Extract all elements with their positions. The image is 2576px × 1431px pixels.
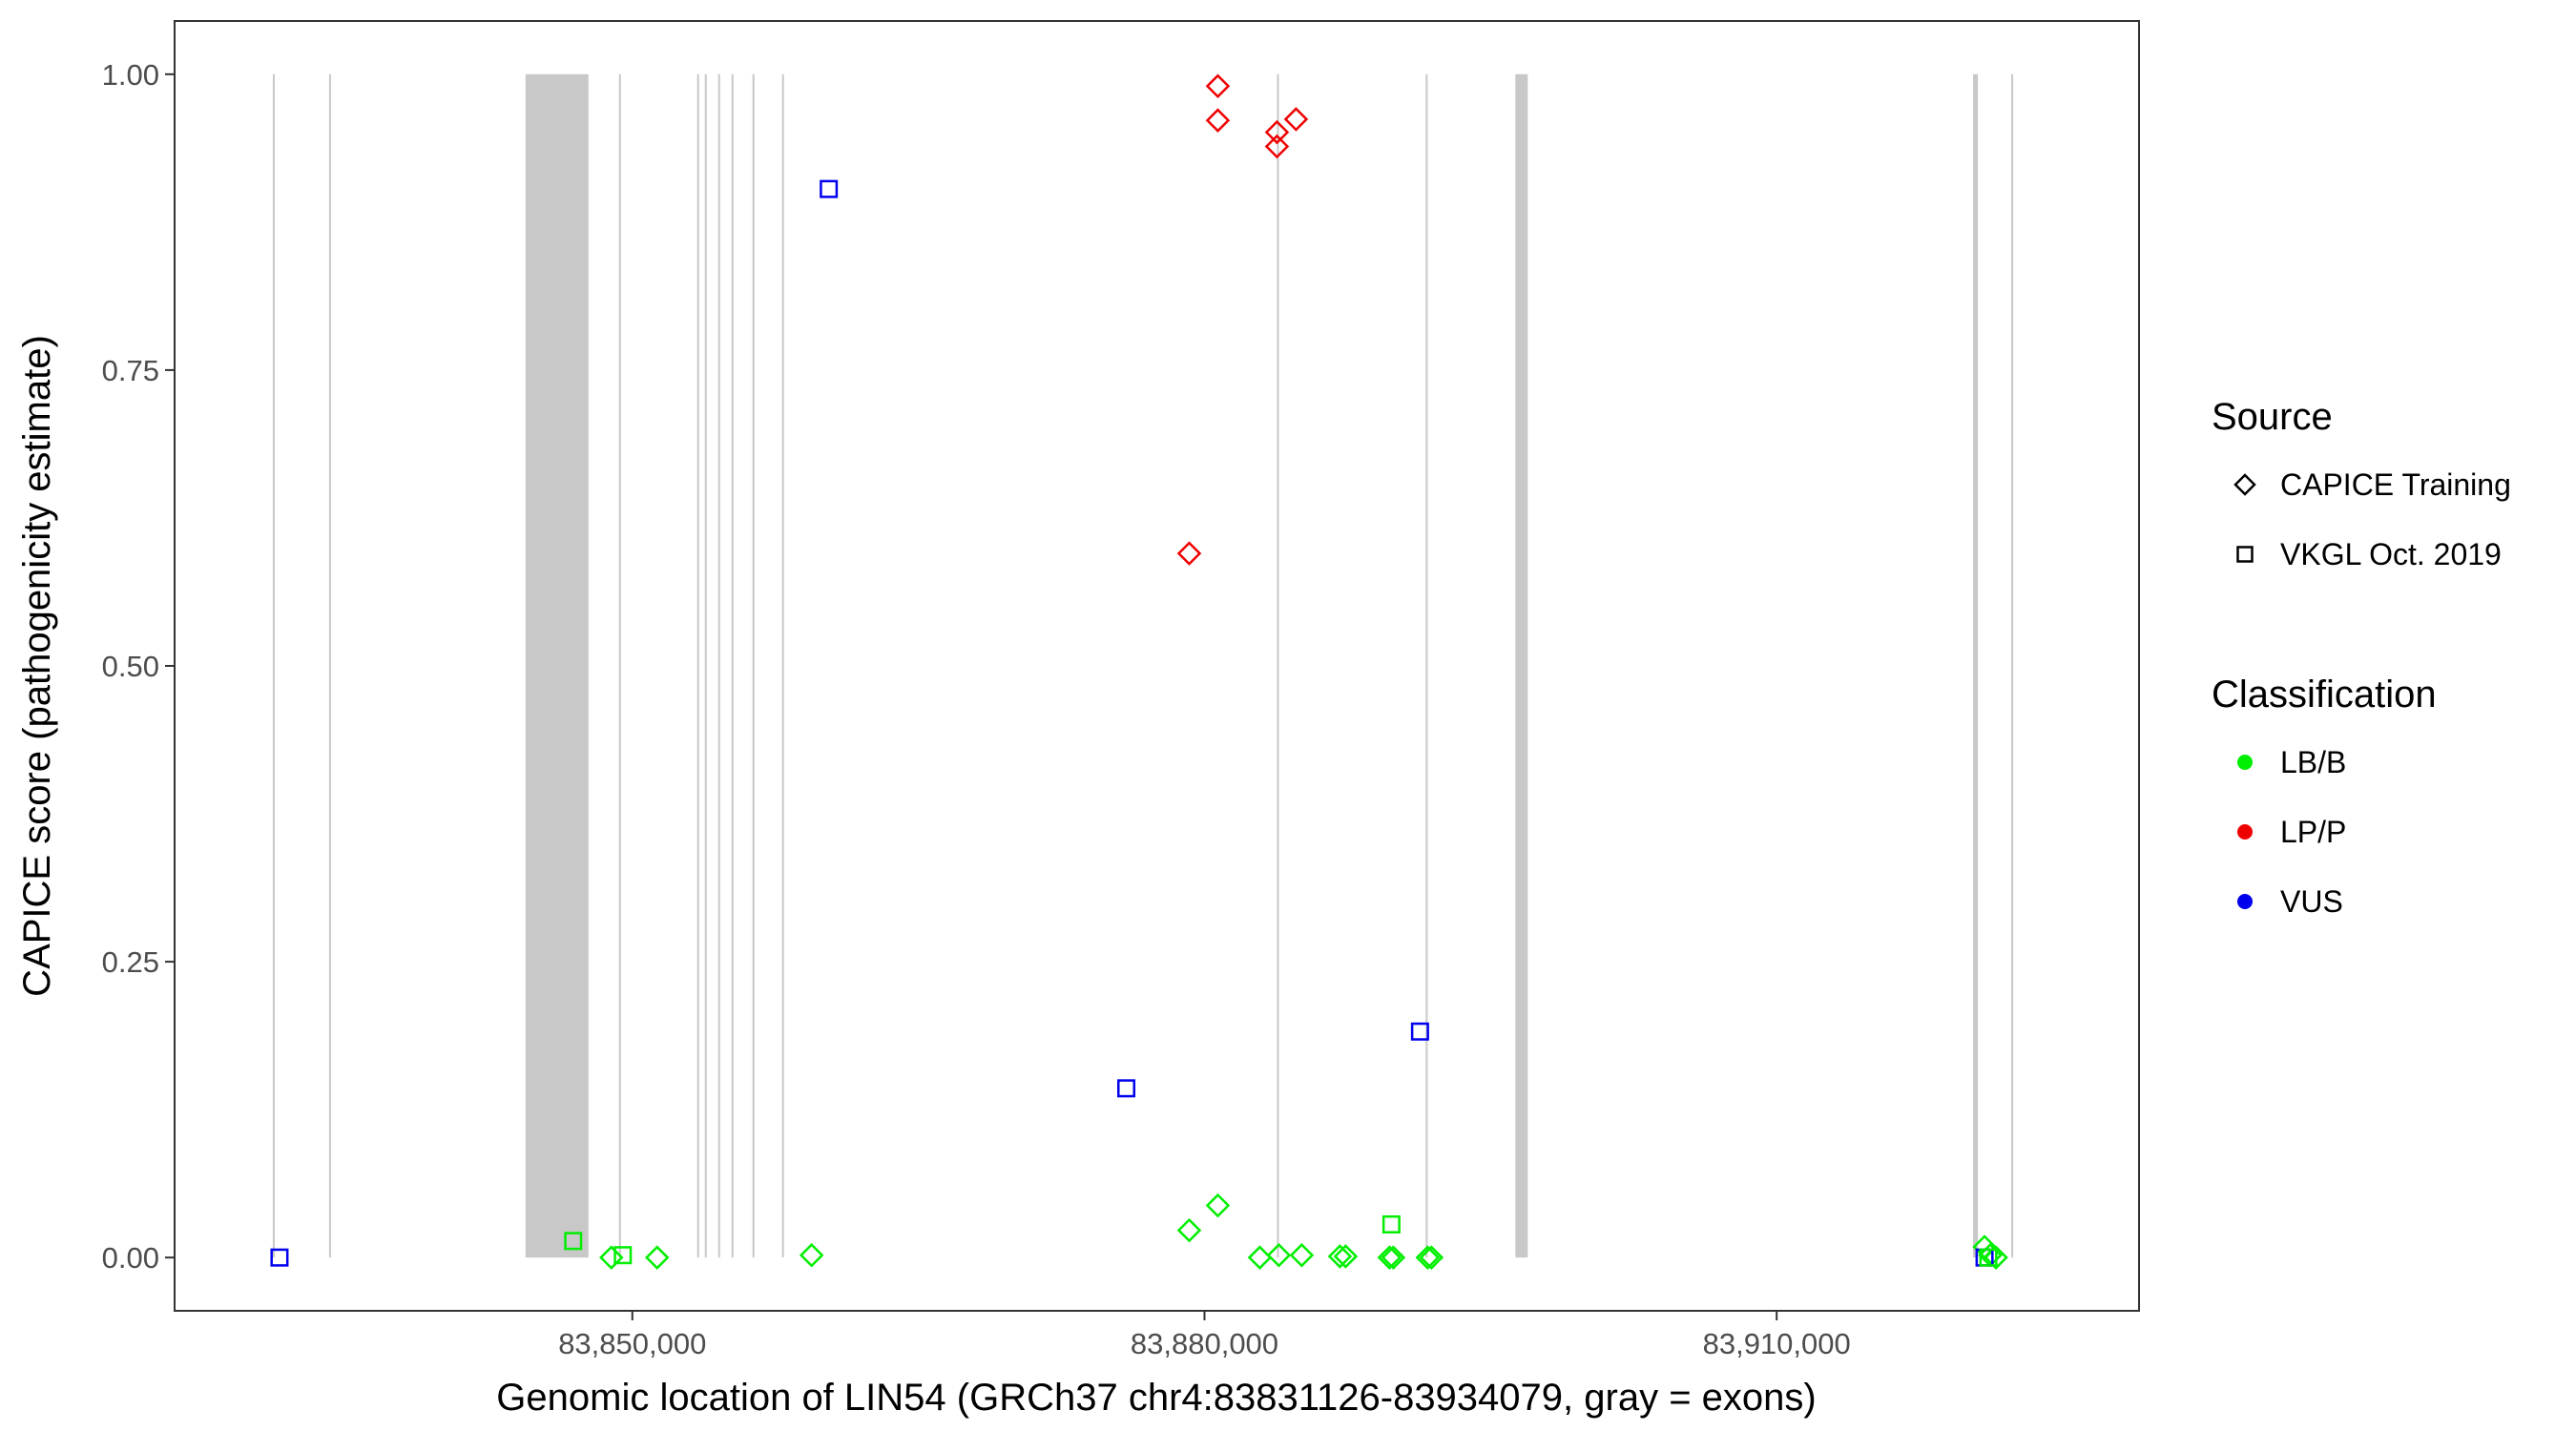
y-tick-label: 0.25 (102, 945, 159, 979)
diamond-point (1283, 107, 1309, 132)
exon-band (328, 73, 331, 1258)
exon-band (696, 73, 699, 1258)
x-axis: 83,850,000 83,880,000 83,910,000 (558, 1311, 1851, 1360)
legend-color-swatch (2237, 755, 2253, 770)
legend-label: CAPICE Training (2280, 467, 2511, 502)
diamond-point (1176, 541, 1202, 566)
diamond-point (1205, 73, 1231, 98)
diamond-point (1333, 1244, 1359, 1269)
diamond-point (1377, 1245, 1402, 1270)
legend-color-swatch (2237, 824, 2253, 840)
diamond-point (1327, 1244, 1353, 1269)
exon-band (1515, 73, 1528, 1258)
y-tick-label: 0.00 (102, 1241, 159, 1275)
exon-band (781, 73, 784, 1258)
y-axis-label: CAPICE score (pathogenicity estimate) (16, 335, 58, 997)
legend: Source CAPICE Training VKGL Oct. 2019 Class… (2212, 396, 2511, 919)
x-tick-label: 83,850,000 (558, 1327, 706, 1360)
legend-label: VKGL Oct. 2019 (2280, 537, 2502, 571)
x-tick-label: 83,910,000 (1703, 1327, 1851, 1360)
square-point (1381, 1214, 1401, 1234)
legend-title-classification: Classification (2212, 674, 2437, 716)
legend-label: LP/P (2280, 815, 2346, 849)
x-tick-label: 83,880,000 (1131, 1327, 1278, 1360)
diamond-point (1984, 1245, 2008, 1270)
exon-band (1425, 73, 1428, 1258)
exon-band (704, 73, 707, 1258)
diamond-point (1205, 108, 1231, 133)
diamond-point (644, 1245, 670, 1270)
diamond-point (1247, 1245, 1273, 1270)
legend-label: VUS (2280, 884, 2343, 919)
exon-band (731, 73, 734, 1258)
square-point (1117, 1079, 1136, 1098)
square-point (564, 1232, 583, 1251)
diamond-point (1415, 1245, 1441, 1270)
square-point (820, 179, 839, 198)
x-axis-label: Genomic location of LIN54 (GRCh37 chr4:8… (496, 1377, 1816, 1419)
exon-band (717, 73, 720, 1258)
exon-bands (272, 73, 2014, 1258)
exon-band (1277, 73, 1279, 1258)
square-point (1979, 1248, 1998, 1267)
diamond-point (1266, 1242, 1292, 1268)
legend-title-source: Source (2212, 396, 2333, 438)
y-tick-label: 1.00 (102, 58, 159, 92)
square-point (2236, 546, 2254, 563)
exon-band (1973, 73, 1979, 1258)
exon-band (525, 73, 589, 1258)
square-point (1410, 1022, 1429, 1041)
diamond-point (1176, 1217, 1202, 1243)
y-axis: 0.00 0.25 0.50 0.75 1.00 (102, 58, 175, 1275)
y-tick-label: 0.75 (102, 354, 159, 387)
diamond-point (1381, 1245, 1406, 1270)
legend-label: LB/B (2280, 745, 2346, 779)
data-points (270, 73, 2008, 1270)
y-tick-label: 0.50 (102, 650, 159, 683)
diamond-point (599, 1245, 624, 1270)
exon-band (2011, 73, 2014, 1258)
diamond-point (1205, 1192, 1231, 1218)
diamond-point (1419, 1245, 1444, 1270)
square-point (613, 1246, 633, 1265)
diamond-point (1264, 119, 1290, 145)
diamond-point (1289, 1242, 1315, 1268)
diamond-point (1264, 134, 1290, 159)
legend-color-swatch (2237, 894, 2253, 909)
exon-band (752, 73, 755, 1258)
exon-band (272, 73, 275, 1258)
diamond-point (799, 1242, 824, 1268)
exon-band (618, 73, 621, 1258)
diamond-point (2233, 473, 2256, 496)
square-point (270, 1248, 289, 1267)
